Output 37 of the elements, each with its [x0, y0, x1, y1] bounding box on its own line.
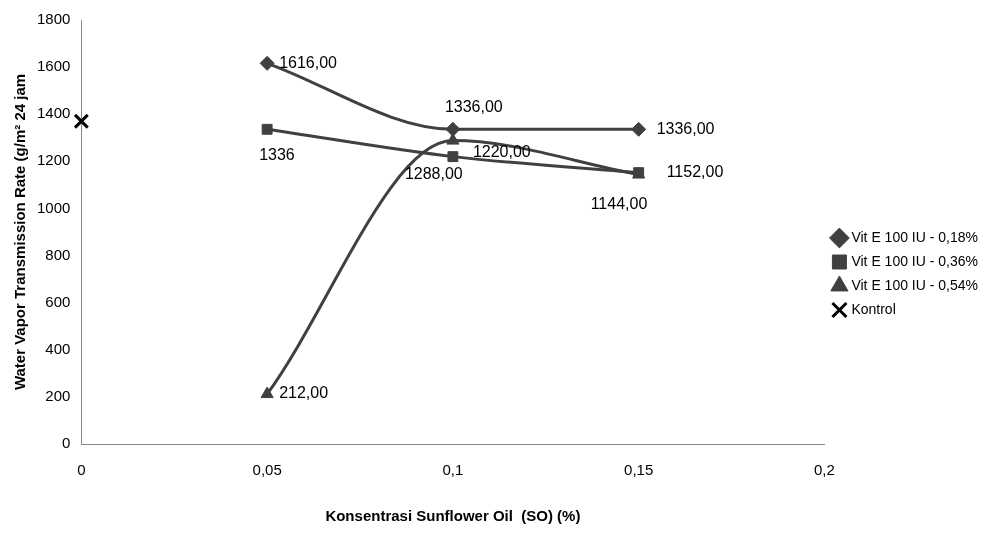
y-tick-label: 200	[45, 387, 71, 405]
x-tick-label: 0	[77, 461, 86, 479]
y-tick-label: 1600	[36, 57, 71, 75]
point	[632, 167, 646, 179]
data-label: 1336,00	[444, 97, 503, 115]
legend-label: Kontrol	[851, 300, 896, 317]
x-tick-label: 0,05	[252, 461, 282, 479]
x-tick-label: 0,1	[442, 461, 464, 479]
x-tick-label: 0,2	[813, 461, 835, 479]
data-label: 1288,00	[404, 165, 463, 183]
data-label: 1616,00	[279, 53, 338, 71]
y-tick-label: 600	[45, 292, 71, 310]
y-tick-label: 1400	[36, 104, 71, 122]
point	[445, 121, 461, 137]
x-tick-label: 0,15	[624, 461, 654, 479]
y-tick-label: 1800	[36, 10, 71, 28]
point	[261, 123, 273, 135]
legend-label: Vit E 100 IU - 0,18%	[851, 228, 979, 245]
y-tick-label: 800	[45, 245, 71, 263]
x-axis-title: Konsentrasi Sunflower Oil (SO) (%)	[325, 507, 581, 525]
data-label: 212,00	[279, 384, 329, 402]
legend-label: Vit E 100 IU - 0,54%	[851, 276, 979, 293]
data-label: 1336,00	[656, 119, 715, 137]
data-label: 1152,00	[666, 163, 724, 181]
y-axis-title: Water Vapor Transmission Rate (g/m² 24 jam	[11, 73, 29, 391]
point	[447, 151, 459, 163]
point	[73, 113, 90, 130]
y-tick-label: 0	[62, 434, 71, 452]
data-label: 1144,00	[590, 194, 648, 212]
data-label: 1220,00	[472, 143, 531, 161]
point	[259, 55, 275, 71]
legend-label: Vit E 100 IU - 0,36%	[851, 252, 979, 269]
y-tick-label: 1000	[36, 198, 71, 216]
point	[631, 121, 647, 137]
y-tick-label: 400	[45, 339, 71, 357]
y-tick-label: 1200	[36, 151, 71, 169]
data-label: 1336	[259, 145, 295, 163]
